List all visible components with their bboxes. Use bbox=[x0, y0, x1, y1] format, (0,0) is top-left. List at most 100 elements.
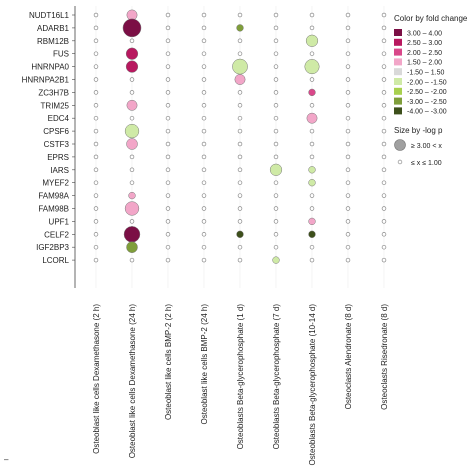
empty-dot bbox=[201, 219, 207, 224]
gene-label: IGF2BP3 bbox=[36, 243, 69, 252]
empty-dot bbox=[237, 154, 243, 160]
empty-dot bbox=[93, 90, 99, 95]
empty-dot bbox=[201, 206, 207, 211]
empty-dot bbox=[381, 103, 387, 108]
gene-label: FUS bbox=[53, 50, 69, 59]
data-point bbox=[124, 201, 140, 216]
empty-dot bbox=[165, 12, 171, 18]
empty-dot bbox=[165, 232, 171, 237]
condition-label: Osteoblast like cells Dexamethasone (24 … bbox=[128, 304, 137, 459]
gene-label: CPSF6 bbox=[43, 127, 69, 136]
condition-label: Osteoblasts Beta-glycerophosphate (1 d) bbox=[236, 304, 245, 450]
empty-dot bbox=[345, 257, 351, 263]
empty-dot bbox=[345, 103, 351, 108]
empty-dot bbox=[93, 219, 99, 224]
empty-dot bbox=[93, 244, 99, 250]
gene-label: CSTF3 bbox=[44, 140, 70, 149]
empty-dot bbox=[309, 77, 315, 82]
empty-dot bbox=[345, 51, 351, 56]
empty-dot bbox=[93, 180, 99, 185]
data-point bbox=[308, 217, 316, 226]
gene-labels: NUDT16L1 ADARB1 RBM12B FUS HNRNPA0 HNRNPA2B1 Z… bbox=[22, 11, 75, 265]
empty-dot bbox=[93, 103, 99, 108]
data-point bbox=[308, 230, 316, 238]
empty-dot bbox=[237, 244, 243, 250]
empty-dot bbox=[201, 180, 207, 185]
data-point bbox=[125, 60, 139, 73]
empty-dot bbox=[201, 38, 207, 44]
size-legend-dot bbox=[394, 139, 406, 151]
condition-label: Osteoblast like cells Dexamethasone (2 h… bbox=[92, 304, 101, 454]
empty-dot bbox=[93, 12, 99, 18]
empty-dot bbox=[309, 244, 315, 250]
empty-dot bbox=[165, 103, 171, 108]
empty-dot bbox=[165, 25, 171, 31]
empty-dot bbox=[381, 128, 387, 134]
data-point bbox=[122, 18, 142, 38]
empty-dot bbox=[273, 206, 279, 211]
empty-dot bbox=[201, 154, 207, 160]
empty-dot bbox=[129, 90, 135, 95]
empty-dot bbox=[165, 193, 171, 198]
empty-dot bbox=[309, 154, 315, 160]
color-legend-swatch bbox=[394, 29, 402, 36]
gene-label: EDC4 bbox=[48, 114, 70, 123]
empty-dot bbox=[165, 77, 171, 82]
empty-dot bbox=[165, 90, 171, 95]
gene-label: TRIM25 bbox=[41, 101, 70, 110]
empty-dot bbox=[165, 219, 171, 224]
empty-dot bbox=[165, 206, 171, 211]
empty-dot bbox=[309, 257, 315, 263]
data-point bbox=[126, 138, 138, 150]
empty-dot bbox=[129, 38, 135, 44]
empty-dot bbox=[309, 193, 315, 198]
data-point bbox=[308, 179, 316, 187]
empty-dot bbox=[129, 115, 135, 121]
empty-dot bbox=[273, 103, 279, 108]
empty-dot bbox=[129, 77, 135, 82]
empty-dot bbox=[93, 206, 99, 211]
gene-label: HNRNPA0 bbox=[31, 63, 69, 72]
empty-dot bbox=[165, 64, 171, 69]
empty-dot bbox=[381, 141, 387, 147]
empty-dot bbox=[93, 193, 99, 198]
color-legend-label: -4.00 – -3.00 bbox=[407, 109, 447, 116]
empty-dot bbox=[129, 180, 135, 185]
data-point bbox=[308, 88, 316, 97]
empty-dot bbox=[273, 232, 279, 237]
gene-label: UPF1 bbox=[49, 217, 70, 226]
empty-dot bbox=[273, 128, 279, 134]
color-legend-label: 3.00 – 4.00 bbox=[407, 30, 442, 37]
empty-dot bbox=[309, 128, 315, 134]
empty-dot bbox=[93, 128, 99, 134]
empty-dot bbox=[201, 77, 207, 82]
empty-dot bbox=[381, 180, 387, 185]
color-legend-swatch bbox=[394, 78, 402, 85]
empty-dot bbox=[237, 141, 243, 147]
gene-label: NUDT16L1 bbox=[29, 11, 70, 20]
empty-dot bbox=[165, 257, 171, 263]
empty-dot bbox=[273, 25, 279, 31]
empty-dot bbox=[345, 90, 351, 95]
empty-dot bbox=[381, 232, 387, 237]
empty-dot bbox=[309, 141, 315, 147]
gene-label: CELF2 bbox=[44, 230, 69, 239]
empty-dot bbox=[345, 12, 351, 18]
empty-dot bbox=[345, 154, 351, 160]
color-legend-swatch bbox=[394, 38, 402, 46]
data-point bbox=[124, 123, 140, 139]
gene-label: FAM98A bbox=[38, 192, 69, 201]
condition-label: Osteoclasts Risedronate (8 d) bbox=[380, 304, 389, 410]
data-point bbox=[269, 163, 283, 176]
empty-dot bbox=[309, 103, 315, 108]
empty-dot bbox=[165, 167, 171, 173]
empty-dot bbox=[273, 154, 279, 160]
gene-label: ZC3H7B bbox=[38, 88, 69, 97]
empty-dot bbox=[93, 38, 99, 44]
gene-label: MYEF2 bbox=[42, 179, 69, 188]
condition-label: Osteoclasts Alendronate (8 d) bbox=[344, 304, 353, 410]
gene-label: EPRS bbox=[47, 153, 69, 162]
empty-dot bbox=[381, 64, 387, 69]
empty-dot bbox=[201, 25, 207, 31]
empty-dot bbox=[273, 51, 279, 56]
